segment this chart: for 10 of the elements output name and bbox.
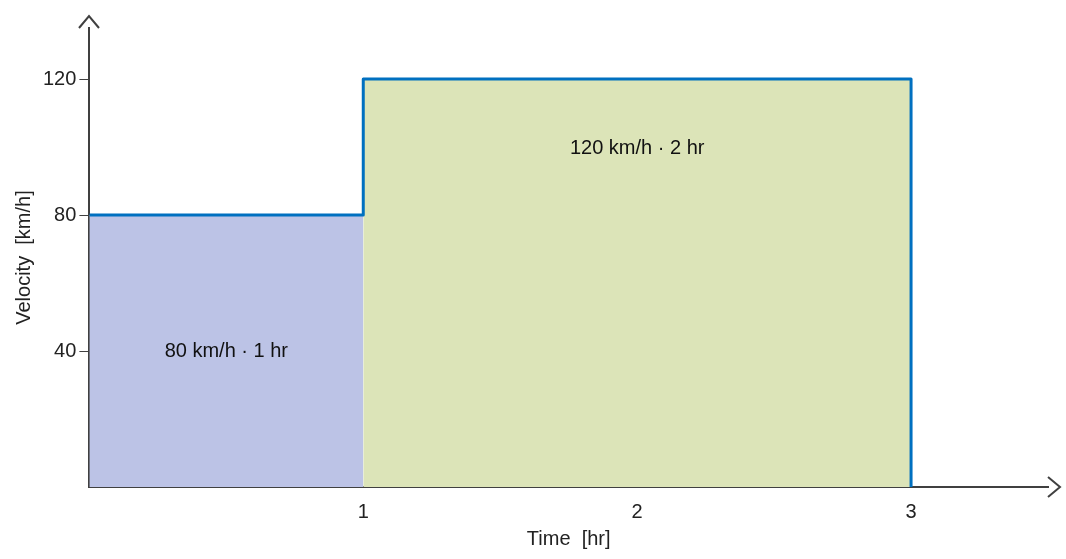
x-tick-label: 3 [905,499,917,522]
y-tick-label: 120 [42,66,77,89]
y-tick-label: 40 [54,338,77,361]
y-axis-title: Velocity [km/h] [11,190,34,325]
x-tick-label: 2 [631,499,643,522]
y-tick-label: 80 [54,202,77,225]
annotation: 120 km/h · 2 hr [569,135,705,158]
x-axis-title: Time [hr] [526,526,611,549]
annotation: 80 km/h · 1 hr [164,338,289,361]
x-tick-label: 1 [357,499,369,522]
